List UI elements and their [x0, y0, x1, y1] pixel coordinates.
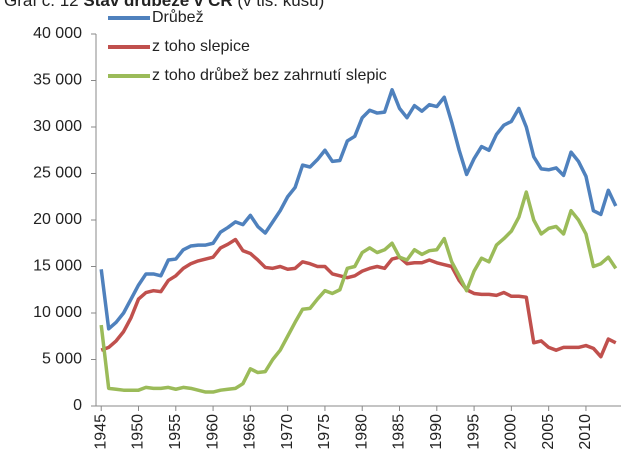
- legend-label: z toho slepice: [152, 38, 250, 55]
- y-tick-label: 25 000: [33, 165, 82, 182]
- y-tick-label: 15 000: [33, 258, 82, 275]
- x-tick-label: 2000: [503, 414, 520, 450]
- x-tick-label: 1985: [391, 414, 408, 450]
- x-tick-label: 1965: [242, 414, 259, 450]
- series-line: [100, 237, 617, 359]
- legend-label: z toho drůbež bez zahrnutí slepic: [152, 66, 387, 84]
- title-main: Stav drůbeže v ČR: [83, 0, 232, 10]
- chart-title: Graf č. 12 Stav drůbeže v ČR (v tis. kus…: [4, 0, 324, 10]
- legend-label: Drůbež: [152, 8, 204, 26]
- y-tick-label: 5 000: [42, 351, 82, 368]
- x-tick-label: 1990: [428, 414, 445, 450]
- x-tick-label: 1995: [465, 414, 482, 450]
- x-tick-label: 2010: [577, 414, 594, 450]
- x-tick-label: 1950: [130, 414, 147, 450]
- series-line: [99, 190, 618, 394]
- series-line: [99, 88, 618, 331]
- x-tick-label: 1960: [204, 414, 221, 450]
- y-tick-label: 0: [73, 397, 82, 414]
- title-note: (v tis. kusů): [237, 0, 324, 10]
- x-tick-label: 1975: [316, 414, 333, 450]
- x-tick-label: 1955: [167, 414, 184, 450]
- y-tick-label: 40 000: [33, 25, 82, 42]
- title-number: Graf č. 12: [4, 0, 79, 10]
- y-tick-label: 20 000: [33, 211, 82, 228]
- x-tick-label: 1970: [279, 414, 296, 450]
- y-tick-label: 10 000: [33, 304, 82, 321]
- y-tick-label: 30 000: [33, 118, 82, 135]
- x-tick-label: 1980: [353, 414, 370, 450]
- x-tick-label: 2005: [540, 414, 557, 450]
- y-tick-label: 35 000: [33, 72, 82, 89]
- x-tick-label: 1945: [92, 414, 109, 450]
